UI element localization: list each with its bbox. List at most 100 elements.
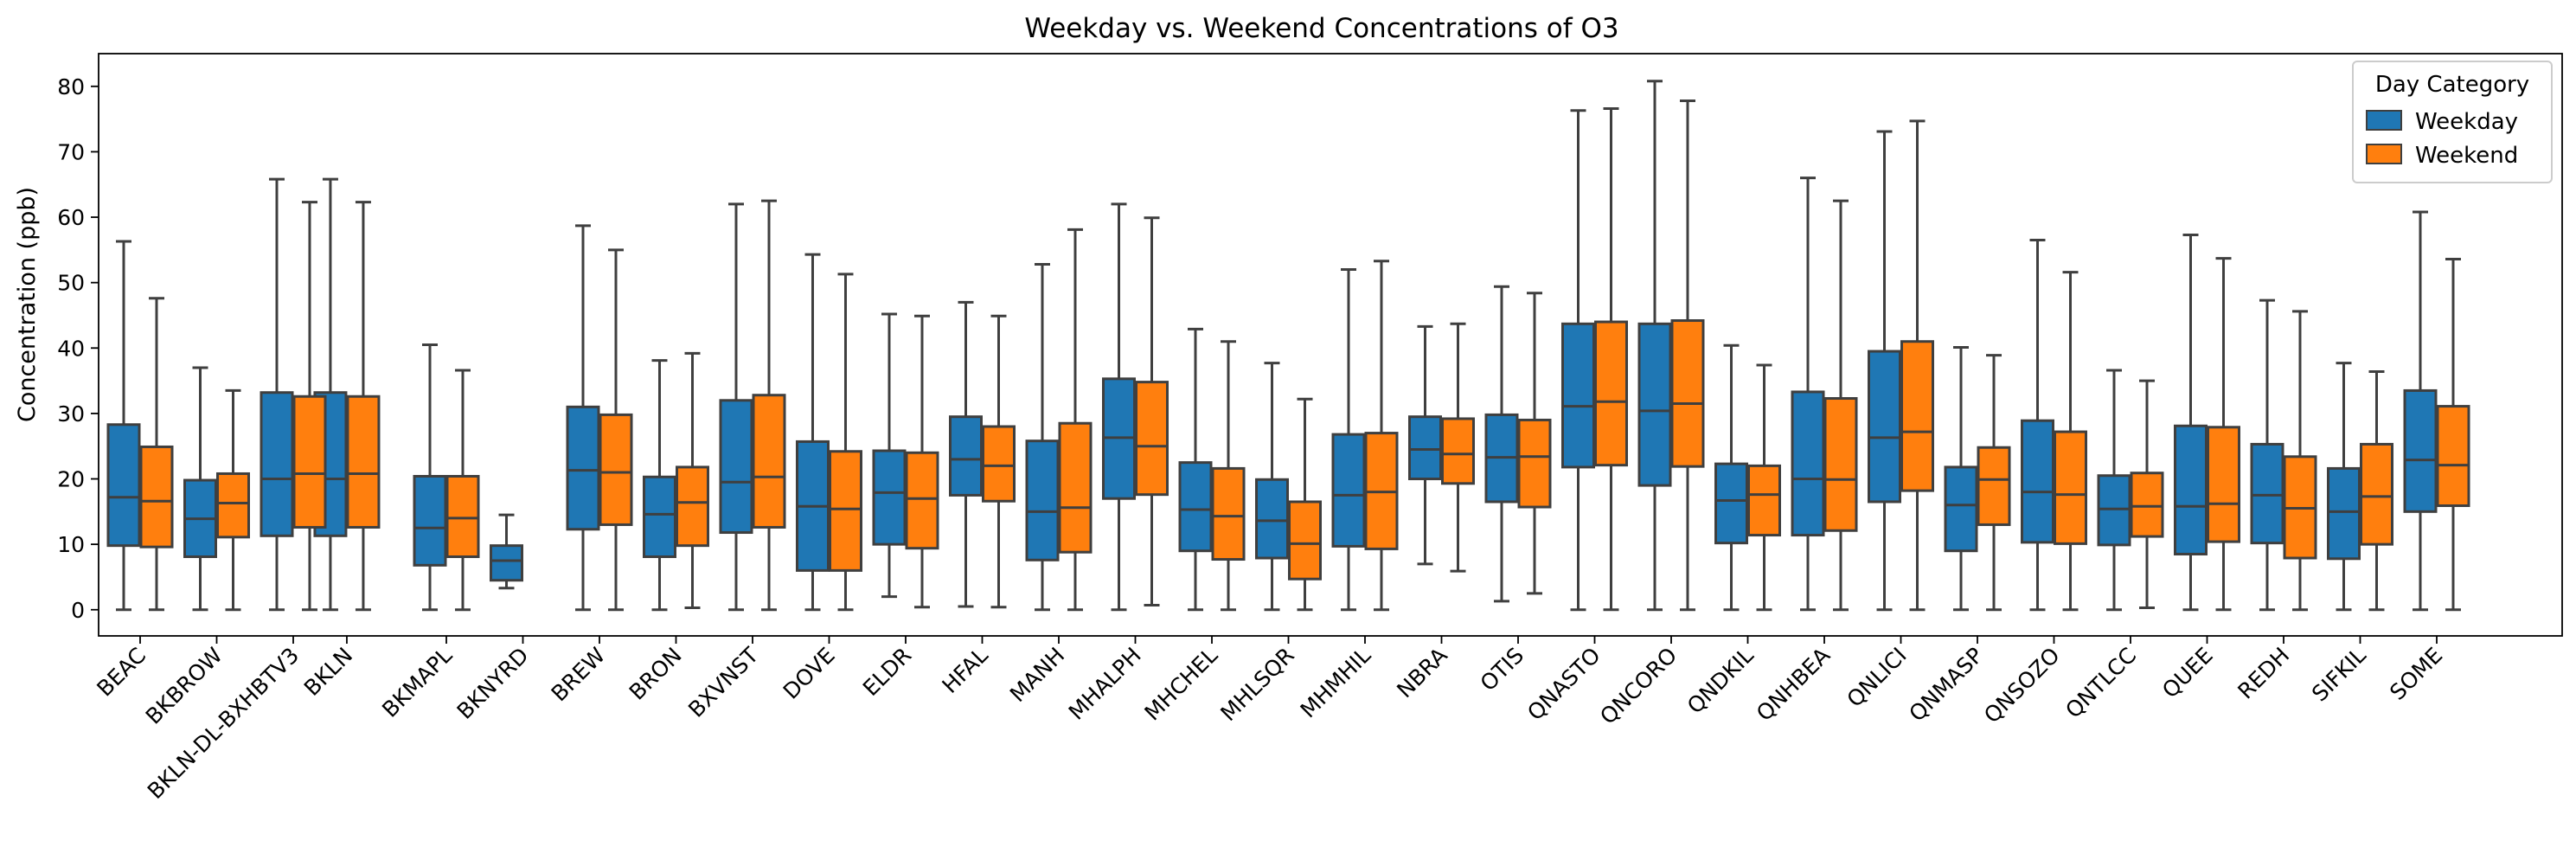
box-weekend: [676, 465, 709, 548]
x-tick-label: REDH: [2233, 643, 2294, 704]
y-tick-label: 30: [57, 401, 85, 427]
box-weekday: [1178, 461, 1213, 553]
box-weekend: [1900, 340, 1934, 492]
box-weekday: [106, 423, 141, 548]
x-tick-label: BRON: [625, 643, 687, 705]
box-weekend: [2054, 430, 2087, 545]
box-weekend: [1747, 464, 1781, 537]
legend-swatch-weekday: [2366, 110, 2402, 131]
box-weekend: [1288, 500, 1322, 581]
x-tick-label: SOME: [2385, 643, 2447, 705]
y-tick-label: 80: [57, 74, 85, 99]
y-tick-label: 0: [71, 598, 85, 623]
box-weekday: [643, 475, 676, 559]
x-tick-label: MHLSQR: [1215, 643, 1298, 726]
box-weekday: [1331, 433, 1366, 548]
x-tick-label: MHCHEL: [1140, 643, 1223, 726]
box-weekday: [1791, 390, 1825, 537]
x-tick-label: QUEE: [2157, 643, 2218, 703]
box-weekend: [1211, 466, 1246, 561]
x-tick-label: QNDKIL: [1682, 643, 1759, 719]
box-weekend: [2436, 405, 2470, 508]
box-weekday: [2174, 424, 2208, 555]
legend-title: Day Category: [2375, 72, 2529, 98]
x-tick-label: QNLICI: [1842, 643, 1911, 712]
x-tick-label: HFAL: [937, 643, 992, 698]
x-tick-label: NBRA: [1392, 643, 1452, 703]
x-tick-label: BKLN: [299, 643, 357, 701]
legend-label-weekend: Weekend: [2415, 143, 2518, 169]
box-weekday: [1408, 415, 1442, 481]
x-tick-label: BKLN-DL-BXHBTV3: [143, 643, 304, 804]
x-tick-label: QNHBEA: [1752, 643, 1835, 726]
y-tick-label: 10: [57, 532, 85, 557]
x-tick-label: QNMASP: [1904, 643, 1988, 727]
box-weekday: [1868, 350, 1901, 504]
box-weekend: [2130, 472, 2164, 538]
box-weekend: [829, 450, 862, 572]
box-weekend: [1823, 397, 1858, 532]
box-weekday: [413, 474, 447, 567]
box-weekend: [1517, 418, 1552, 509]
box-weekend: [139, 445, 174, 549]
chart-title: Weekday vs. Weekend Concentrations of O3: [1024, 13, 1618, 44]
box-weekday: [1561, 322, 1595, 469]
box-weekend: [1058, 421, 1093, 554]
box-weekend: [905, 451, 939, 550]
box-weekend: [1977, 446, 2011, 526]
box-weekday: [949, 415, 983, 497]
box-weekday: [1025, 440, 1060, 561]
x-tick-label: BXVNST: [683, 642, 764, 722]
x-tick-label: QNASTO: [1522, 643, 1605, 726]
box-weekend: [1594, 320, 1628, 467]
x-tick-label: QNTLCC: [2060, 643, 2141, 723]
box-weekday: [1255, 478, 1289, 560]
box-weekend: [292, 395, 327, 529]
y-tick-label: 20: [57, 467, 85, 492]
legend-label-weekday: Weekday: [2415, 109, 2518, 135]
y-tick-label: 50: [57, 271, 85, 296]
box-weekday: [260, 391, 294, 537]
box-weekend: [2360, 442, 2393, 546]
x-tick-label: ELDR: [858, 643, 916, 701]
x-tick-label: BKMAPL: [377, 643, 457, 722]
box-weekend: [982, 425, 1016, 503]
box-weekend: [1135, 381, 1169, 497]
box-weekday: [2021, 419, 2054, 544]
x-tick-label: BREW: [547, 643, 611, 707]
box-weekday: [1944, 465, 1978, 553]
legend-frame: [2352, 61, 2553, 183]
plot-area: 01020304050607080BEACBKBROWBKLN-DL-BXHBT…: [57, 53, 2563, 804]
legend-swatch-weekend: [2366, 144, 2402, 164]
box-weekend: [1441, 417, 1475, 485]
x-tick-label: MHMHIL: [1296, 643, 1376, 723]
x-tick-label: QNSOZO: [1979, 643, 2065, 728]
box-weekend: [1670, 319, 1705, 468]
y-tick-label: 60: [57, 205, 85, 230]
box-weekend: [599, 413, 633, 526]
box-weekday: [872, 449, 907, 546]
y-tick-label: 70: [57, 139, 85, 164]
plot-frame: [98, 53, 2563, 637]
y-tick-label: 40: [57, 336, 85, 361]
box-weekday: [719, 399, 753, 535]
box-weekday: [1637, 322, 1672, 487]
box-weekday: [1714, 462, 1748, 545]
box-weekday: [490, 544, 523, 582]
x-tick-label: QNCORO: [1595, 643, 1682, 729]
box-weekday: [2327, 466, 2361, 561]
x-tick-label: MANH: [1005, 643, 1069, 707]
box-weekday: [2250, 442, 2284, 545]
box-weekend: [216, 472, 250, 539]
x-tick-label: MHALPH: [1064, 643, 1146, 725]
box-weekday: [2403, 388, 2438, 513]
x-tick-label: BKNYRD: [452, 643, 534, 724]
y-axis-label: Concentration (ppb): [14, 187, 41, 422]
box-weekday: [2097, 474, 2131, 547]
box-weekend: [346, 395, 381, 529]
x-tick-label: DOVE: [779, 643, 840, 704]
box-weekend: [752, 394, 786, 529]
x-tick-label: OTIS: [1476, 643, 1529, 696]
x-tick-label: BEAC: [92, 643, 151, 702]
